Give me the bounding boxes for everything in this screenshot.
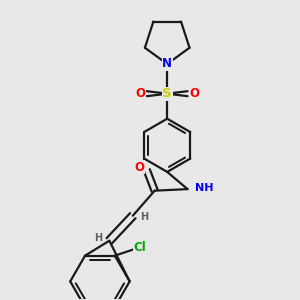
Text: Cl: Cl [134, 241, 146, 254]
Text: NH: NH [195, 182, 214, 193]
Text: N: N [162, 58, 172, 70]
Text: S: S [162, 87, 172, 100]
Text: H: H [140, 212, 148, 222]
Text: O: O [135, 87, 145, 100]
Text: H: H [94, 232, 102, 243]
Text: O: O [189, 87, 200, 100]
Text: O: O [134, 161, 144, 174]
